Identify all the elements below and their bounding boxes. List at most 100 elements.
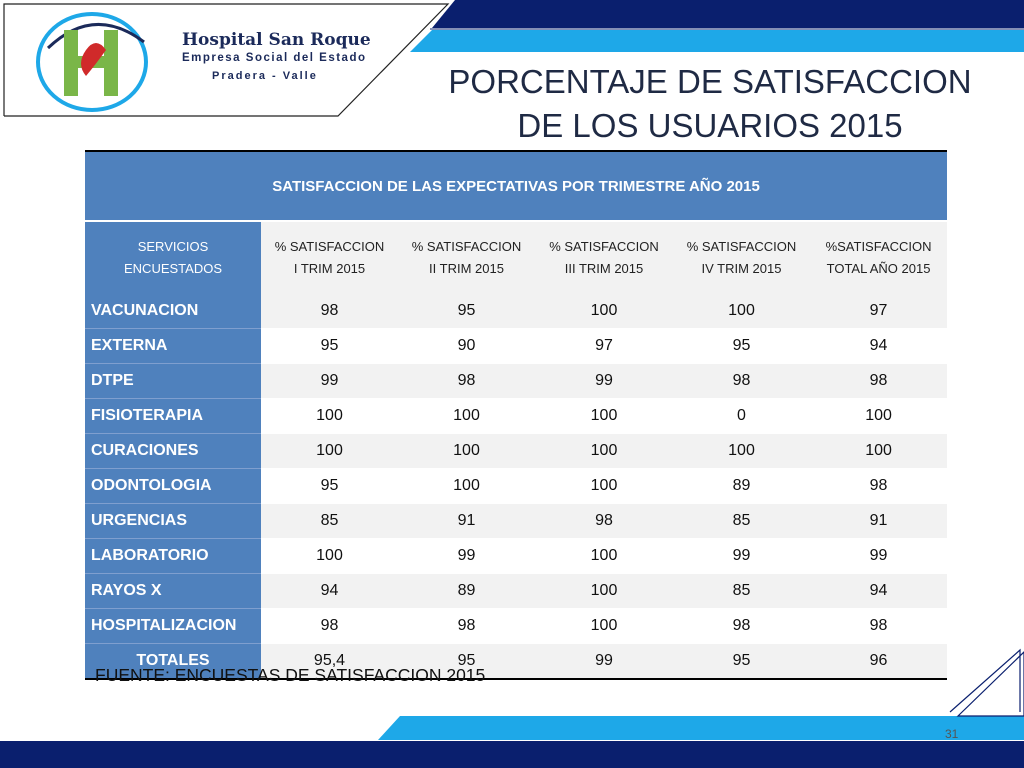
column-header-services: SERVICIOS ENCUESTADOS <box>85 221 261 294</box>
column-header-line: IV TRIM 2015 <box>701 261 782 276</box>
column-header-line: % SATISFACCION <box>411 239 522 254</box>
table-cell: 100 <box>535 608 673 644</box>
table-cell: 89 <box>398 573 535 609</box>
service-name: VACUNACION <box>85 294 261 329</box>
table-cell: 100 <box>535 573 673 609</box>
totals-cell: 99 <box>535 643 673 680</box>
table-cell: 100 <box>261 398 398 434</box>
table-row: LABORATORIO 100 99 100 99 99 <box>85 538 948 574</box>
slide-title-line-1: PORCENTAJE DE SATISFACCION <box>448 63 972 100</box>
table-cell: 99 <box>261 363 398 399</box>
table-cell: 98 <box>673 608 810 644</box>
logo-subtitle: Empresa Social del Estado <box>182 52 367 64</box>
column-header-total: %SATISFACCION TOTAL AÑO 2015 <box>810 221 948 294</box>
table-cell: 98 <box>535 503 673 539</box>
table-cell: 95 <box>673 328 810 364</box>
table-header-row: SERVICIOS ENCUESTADOS % SATISFACCION I T… <box>85 221 948 294</box>
column-header-line: II TRIM 2015 <box>429 261 504 276</box>
table-cell: 100 <box>810 433 948 469</box>
slide-title: PORCENTAJE DE SATISFACCION DE LOS USUARI… <box>420 60 1000 148</box>
column-header-q1: % SATISFACCION I TRIM 2015 <box>261 221 398 294</box>
column-header-q2: % SATISFACCION II TRIM 2015 <box>398 221 535 294</box>
table-cell: 97 <box>810 294 948 329</box>
hospital-logo: Hospital San Roque Empresa Social del Es… <box>34 8 371 116</box>
service-name: RAYOS X <box>85 573 261 609</box>
table-cell: 97 <box>535 328 673 364</box>
totals-cell: 95 <box>398 643 535 680</box>
hospital-emblem-icon <box>36 12 148 112</box>
service-name: DTPE <box>85 363 261 399</box>
table-cell: 94 <box>261 573 398 609</box>
service-name: LABORATORIO <box>85 538 261 574</box>
table-cell: 100 <box>810 398 948 434</box>
table-cell: 0 <box>673 398 810 434</box>
table-cell: 98 <box>261 608 398 644</box>
service-name: ODONTOLOGIA <box>85 468 261 504</box>
table-row: URGENCIAS 85 91 98 85 91 <box>85 503 948 539</box>
table-caption: SATISFACCION DE LAS EXPECTATIVAS POR TRI… <box>85 151 948 222</box>
column-header-line: I TRIM 2015 <box>293 261 366 276</box>
table-cell: 89 <box>673 468 810 504</box>
totals-label: TOTALES <box>85 643 261 680</box>
table-cell: 100 <box>535 398 673 434</box>
column-header-line: TOTAL AÑO 2015 <box>826 261 931 276</box>
table-cell: 98 <box>673 363 810 399</box>
table-cell: 100 <box>261 538 398 574</box>
slide-title-line-2: DE LOS USUARIOS 2015 <box>517 107 903 144</box>
table-cell: 98 <box>810 468 948 504</box>
column-header-line: III TRIM 2015 <box>564 261 644 276</box>
table-cell: 100 <box>673 294 810 329</box>
source-note: FUENTE: ENCUESTAS DE SATISFACCION 2015 <box>95 665 486 685</box>
table-cell: 99 <box>535 363 673 399</box>
service-name: URGENCIAS <box>85 503 261 539</box>
table-cell: 85 <box>673 573 810 609</box>
table-cell: 100 <box>535 468 673 504</box>
table-row: HOSPITALIZACION 98 98 100 98 98 <box>85 608 948 644</box>
table-row: EXTERNA 95 90 97 95 94 <box>85 328 948 364</box>
table-cell: 100 <box>398 433 535 469</box>
table-cell: 98 <box>398 363 535 399</box>
column-header-line: % SATISFACCION <box>686 239 797 254</box>
table-row: ODONTOLOGIA 95 100 100 89 98 <box>85 468 948 504</box>
column-header-q3: % SATISFACCION III TRIM 2015 <box>535 221 673 294</box>
table-cell: 98 <box>810 608 948 644</box>
table-cell: 100 <box>535 294 673 329</box>
table-cell: 100 <box>261 433 398 469</box>
table-cell: 100 <box>398 398 535 434</box>
table-cell: 90 <box>398 328 535 364</box>
table-row: DTPE 99 98 99 98 98 <box>85 363 948 399</box>
table-cell: 99 <box>398 538 535 574</box>
table-cell: 99 <box>673 538 810 574</box>
table-cell: 95 <box>261 328 398 364</box>
service-name: FISIOTERAPIA <box>85 398 261 434</box>
table-row: RAYOS X 94 89 100 85 94 <box>85 573 948 609</box>
table-cell: 100 <box>673 433 810 469</box>
table-cell: 85 <box>261 503 398 539</box>
table-cell: 95 <box>398 294 535 329</box>
table-cell: 91 <box>810 503 948 539</box>
table-row: VACUNACION 98 95 100 100 97 <box>85 294 948 329</box>
totals-cell: 95,4 <box>261 643 398 680</box>
table-cell: 98 <box>810 363 948 399</box>
table-cell: 98 <box>261 294 398 329</box>
table-cell: 94 <box>810 573 948 609</box>
column-header-q4: % SATISFACCION IV TRIM 2015 <box>673 221 810 294</box>
service-name: HOSPITALIZACION <box>85 608 261 644</box>
logo-hospital-name: Hospital San Roque <box>182 30 371 50</box>
table-cell: 99 <box>810 538 948 574</box>
table-cell: 100 <box>535 538 673 574</box>
totals-row: TOTALES 95,4 95 99 95 96 <box>85 643 948 680</box>
table-cell: 94 <box>810 328 948 364</box>
table-row: CURACIONES 100 100 100 100 100 <box>85 433 948 469</box>
satisfaction-table: SATISFACCION DE LAS EXPECTATIVAS POR TRI… <box>85 150 948 680</box>
table-cell: 98 <box>398 608 535 644</box>
page-number: 31 <box>945 727 959 741</box>
table-cell: 85 <box>673 503 810 539</box>
table-row: FISIOTERAPIA 100 100 100 0 100 <box>85 398 948 434</box>
service-name: EXTERNA <box>85 328 261 364</box>
table-cell: 100 <box>398 468 535 504</box>
totals-cell: 95 <box>673 643 810 680</box>
table-cell: 95 <box>261 468 398 504</box>
logo-location: Pradera - Valle <box>212 70 318 82</box>
